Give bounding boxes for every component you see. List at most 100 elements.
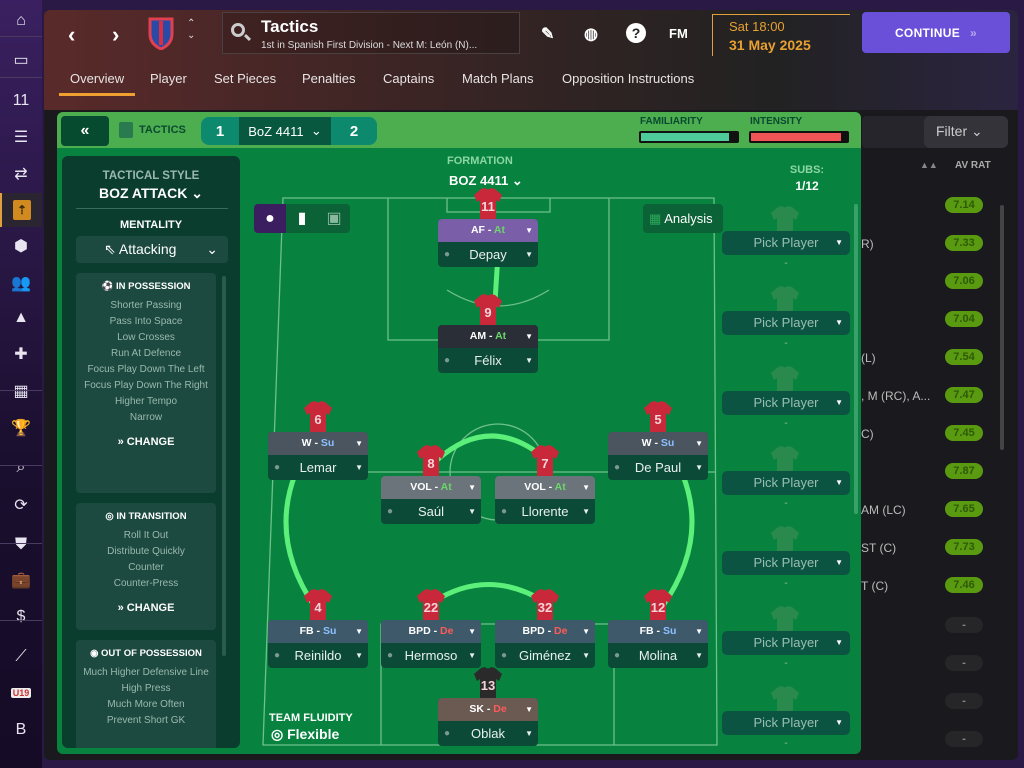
squad-row[interactable]: (L) 7.54 <box>861 342 1010 376</box>
sidebar-item-b-team[interactable]: B <box>0 713 42 747</box>
squad-row[interactable]: R) 7.33 <box>861 228 1010 262</box>
squad-row[interactable]: AM (LC) 7.65 <box>861 494 1010 528</box>
bar-chart-icon[interactable]: ▮ <box>297 210 307 227</box>
squad-row[interactable]: - <box>861 648 1010 682</box>
pick-player-dropdown[interactable]: Pick Player ▼ <box>722 311 850 335</box>
player-selector[interactable]: ● Félix ▼ <box>438 348 538 373</box>
shirt-icon[interactable]: 12 <box>643 588 673 622</box>
squad-row[interactable]: 7.87 <box>861 456 1010 490</box>
player-selector[interactable]: ● Saúl ▼ <box>381 499 481 524</box>
tab-player[interactable]: Player <box>150 71 187 86</box>
in-possession-change-button[interactable]: » CHANGE <box>117 436 175 448</box>
pick-player-dropdown[interactable]: Pick Player ▼ <box>722 711 850 735</box>
sidebar-item-medical[interactable]: ✚ <box>0 337 42 371</box>
tab-opposition-instructions[interactable]: Opposition Instructions <box>562 71 695 86</box>
sidebar-item-training[interactable]: ▲ <box>0 301 42 335</box>
role-selector[interactable]: VOL - At ▼ <box>381 476 481 499</box>
tab-penalties[interactable]: Penalties <box>302 71 356 86</box>
sidebar-item-finances[interactable]: $ <box>0 600 42 634</box>
shirt-icon[interactable]: 8 <box>416 444 446 478</box>
subs-scrollbar[interactable] <box>854 204 858 514</box>
sidebar-item-briefcase[interactable]: 💼 <box>0 563 42 597</box>
shirt-icon[interactable]: 32 <box>530 588 560 622</box>
player-selector[interactable]: ● Reinildo ▼ <box>268 643 368 668</box>
squad-row[interactable]: - <box>861 610 1010 644</box>
familiarity-meter[interactable] <box>639 131 739 143</box>
tactic-slot-1[interactable]: 1 <box>215 122 225 140</box>
tactic-slot-active[interactable]: BoZ 4411 ⌄ <box>239 117 331 145</box>
pick-player-dropdown[interactable]: Pick Player ▼ <box>722 471 850 495</box>
tactical-style-dropdown[interactable]: BOZ ATTACK ⌄ <box>98 185 203 201</box>
player-selector[interactable]: ● De Paul ▼ <box>608 455 708 480</box>
squad-row[interactable]: T (C) 7.46 <box>861 570 1010 604</box>
filter-button[interactable]: Filter ⌄ <box>924 116 1008 148</box>
squad-scrollbar[interactable] <box>1000 205 1004 450</box>
back-button[interactable]: ‹ <box>68 22 76 47</box>
sidebar-item-squad[interactable]: 11 <box>0 84 42 118</box>
squad-row[interactable]: 7.06 <box>861 266 1010 300</box>
sidebar-item-home[interactable]: ⌂ <box>0 4 42 38</box>
shirt-icon[interactable]: 6 <box>303 400 333 434</box>
tactic-slot-2[interactable]: 2 <box>349 122 359 140</box>
pick-player-dropdown[interactable]: Pick Player ▼ <box>722 631 850 655</box>
forward-button[interactable]: › <box>112 22 120 47</box>
role-selector[interactable]: W - Su ▼ <box>608 432 708 455</box>
player-selector[interactable]: ● Hermoso ▼ <box>381 643 481 668</box>
role-selector[interactable]: AM - At ▼ <box>438 325 538 348</box>
player-selector[interactable]: ● Molina ▼ <box>608 643 708 668</box>
tab-overview[interactable]: Overview <box>70 71 125 86</box>
pencil-icon[interactable]: ✎ <box>541 26 555 43</box>
analysis-button[interactable]: ▦ Analysis <box>643 204 723 233</box>
player-selector[interactable]: ● Depay ▼ <box>438 242 538 267</box>
sidebar-item-refresh[interactable]: ⟳ <box>0 488 42 522</box>
player-selector[interactable]: ● Oblak ▼ <box>438 721 538 746</box>
squad-row[interactable]: 7.14 <box>861 190 1010 224</box>
tab-set-pieces[interactable]: Set Pieces <box>214 71 277 86</box>
player-selector[interactable]: ● Lemar ▼ <box>268 455 368 480</box>
shirt-icon[interactable]: 5 <box>643 400 673 434</box>
role-selector[interactable]: AF - At ▼ <box>438 219 538 242</box>
search-box[interactable]: Tactics 1st in Spanish First Division - … <box>222 12 520 54</box>
collapse-button[interactable]: « <box>61 116 109 146</box>
role-selector[interactable]: W - Su ▼ <box>268 432 368 455</box>
sidebar-item-calendar[interactable]: ▦ <box>0 374 42 408</box>
sort-icon[interactable]: ▲▲ <box>920 160 938 170</box>
player-selector[interactable]: ● Llorente ▼ <box>495 499 595 524</box>
sidebar-item-club[interactable]: ⛊ <box>0 528 42 562</box>
shirt-icon[interactable]: 9 <box>473 293 503 327</box>
sidebar-item-u19[interactable]: U19 <box>0 676 42 710</box>
shirt-icon[interactable]: 11 <box>473 187 503 221</box>
pick-player-dropdown[interactable]: Pick Player ▼ <box>722 551 850 575</box>
shirt-icon[interactable]: 13 <box>473 666 503 700</box>
role-selector[interactable]: SK - De ▼ <box>438 698 538 721</box>
role-selector[interactable]: BPD - De ▼ <box>495 620 595 643</box>
fm-button[interactable]: FM <box>669 26 688 41</box>
sidebar-item-tactics[interactable]: ⇡ <box>0 193 42 227</box>
club-crest-icon[interactable] <box>148 16 174 50</box>
date-display[interactable]: Sat 18:00 31 May 2025 <box>712 14 850 56</box>
help-icon[interactable]: ? <box>626 23 646 43</box>
mentality-dropdown[interactable]: ⇖ Attacking ⌄ <box>76 236 228 263</box>
pick-player-dropdown[interactable]: Pick Player ▼ <box>722 231 850 255</box>
player-selector[interactable]: ● Giménez ▼ <box>495 643 595 668</box>
left-panel-scrollbar[interactable] <box>222 276 226 656</box>
sidebar-item-scouting[interactable]: ⌕ <box>0 451 42 485</box>
column-av-rat[interactable]: AV RAT <box>955 160 991 171</box>
shirt-icon[interactable]: 7 <box>530 444 560 478</box>
sidebar-item-inbox[interactable]: ▭ <box>0 43 42 77</box>
squad-row[interactable]: - <box>861 724 1010 758</box>
sidebar-item-data-hub[interactable]: ⬢ <box>0 229 42 263</box>
intensity-meter[interactable] <box>749 131 849 143</box>
shirt-icon[interactable]: 22 <box>416 588 446 622</box>
globe-icon[interactable]: ◍ <box>584 26 598 43</box>
squad-row[interactable]: - <box>861 686 1010 720</box>
in-transition-change-button[interactable]: » CHANGE <box>117 602 175 614</box>
squad-row[interactable]: 7.04 <box>861 304 1010 338</box>
squad-row[interactable]: C) 7.45 <box>861 418 1010 452</box>
formation-dropdown[interactable]: BOZ 4411 ⌄ <box>449 173 523 188</box>
role-selector[interactable]: FB - Su ▼ <box>608 620 708 643</box>
sidebar-item-dev-centre[interactable]: ⟋ <box>0 640 42 674</box>
sidebar-item-transfers[interactable]: ⇄ <box>0 157 42 191</box>
sidebar-item-clipboard[interactable]: ☰ <box>0 120 42 154</box>
role-selector[interactable]: FB - Su ▼ <box>268 620 368 643</box>
